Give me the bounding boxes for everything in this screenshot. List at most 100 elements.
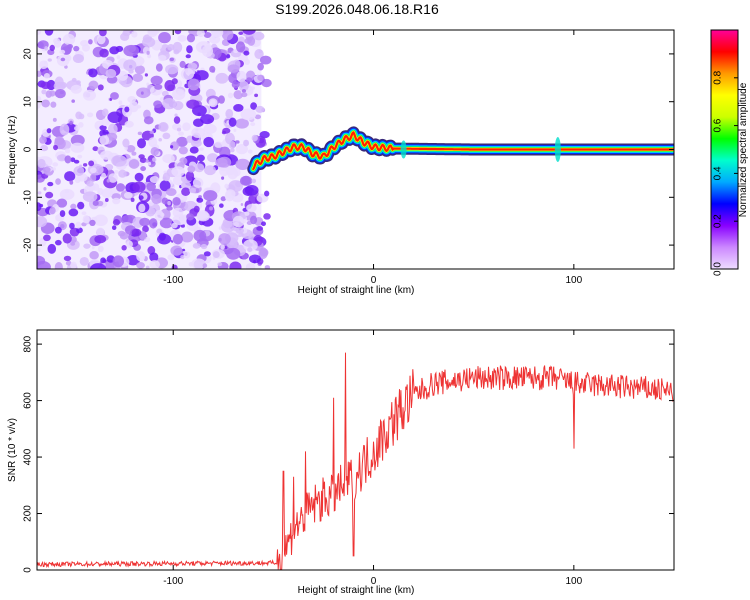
noise-blob: [50, 101, 57, 108]
noise-blob: [107, 123, 118, 135]
noise-blob: [251, 134, 258, 142]
noise-blob: [209, 206, 213, 211]
noise-blob: [46, 128, 52, 134]
noise-blob: [100, 257, 106, 264]
noise-blob: [198, 195, 202, 199]
colorbar-tick-label: 0.0: [713, 262, 724, 276]
noise-blob: [221, 176, 225, 180]
noise-blob: [132, 73, 144, 82]
noise-blob: [104, 198, 109, 202]
noise-blob: [70, 236, 77, 243]
noise-blob: [137, 131, 143, 136]
noise-blob: [155, 63, 163, 72]
noise-blob: [171, 222, 178, 229]
noise-blob: [112, 255, 124, 268]
noise-blob: [37, 30, 42, 35]
noise-blob: [203, 136, 215, 148]
noise-blob: [59, 210, 66, 218]
noise-blob: [64, 171, 76, 182]
snr-frame: [36, 329, 675, 571]
noise-blob: [54, 262, 63, 269]
noise-blob: [108, 173, 118, 183]
noise-blob: [78, 122, 84, 128]
noise-blob: [56, 198, 68, 208]
noise-blob: [91, 246, 95, 250]
noise-blob: [118, 70, 129, 81]
noise-blob: [136, 261, 145, 269]
noise-blob: [96, 227, 105, 237]
noise-blob: [235, 118, 249, 129]
noise-blob: [88, 80, 99, 90]
noise-blob: [62, 233, 72, 244]
noise-blob: [101, 172, 107, 180]
noise-blob: [185, 171, 195, 181]
noise-blob: [180, 68, 195, 80]
noise-blob: [211, 30, 224, 38]
noise-blob: [261, 221, 266, 227]
noise-blob: [240, 108, 257, 121]
noise-blob: [181, 231, 194, 243]
noise-blob: [164, 79, 175, 92]
noise-blob: [87, 112, 94, 118]
ridge-artifact: [554, 137, 561, 162]
noise-blob: [124, 106, 130, 113]
noise-blob: [88, 68, 98, 78]
noise-blob: [250, 122, 256, 127]
noise-blob: [243, 139, 250, 147]
noise-blob: [229, 140, 236, 149]
noise-blob: [235, 140, 240, 144]
noise-blob: [49, 44, 55, 52]
noise-blob: [89, 167, 97, 174]
noise-blob: [248, 254, 261, 264]
noise-blob: [73, 45, 80, 52]
noise-blob: [107, 111, 123, 124]
noise-blob: [264, 190, 270, 197]
snr-y-tick-label: 400: [23, 448, 34, 465]
noise-blob: [111, 225, 117, 231]
noise-blob: [254, 114, 262, 120]
noise-blob: [79, 256, 89, 266]
noise-blob: [111, 154, 127, 167]
noise-blob: [37, 158, 46, 169]
noise-blob: [157, 233, 172, 245]
noise-blob: [235, 41, 246, 53]
noise-blob: [147, 53, 152, 59]
noise-blob: [96, 33, 106, 45]
noise-blob: [53, 144, 58, 151]
noise-blob: [132, 181, 146, 193]
noise-blob: [59, 188, 75, 200]
noise-blob: [43, 234, 51, 242]
spectrogram-y-tick-label: 20: [23, 48, 34, 60]
noise-blob: [52, 162, 59, 167]
noise-blob: [149, 260, 161, 269]
noise-blob: [169, 57, 175, 62]
noise-blob: [228, 117, 237, 127]
noise-blob: [244, 185, 259, 196]
ridge-core: [252, 131, 674, 171]
noise-blob: [158, 31, 171, 44]
noise-blob: [77, 154, 83, 159]
noise-blob: [92, 146, 99, 152]
noise-blob: [81, 44, 91, 52]
spectrogram-x-ticks: -100 0 100: [163, 30, 583, 286]
noise-blob: [116, 54, 121, 60]
noise-blob: [186, 45, 193, 54]
noise-blob: [186, 213, 195, 221]
noise-blob: [225, 108, 234, 119]
noise-blob: [180, 254, 185, 260]
noise-blob: [153, 100, 162, 109]
colorbar-frame: [710, 29, 739, 270]
colorbar-ticks: 0.0 0.2 0.4 0.6 0.8: [713, 70, 738, 276]
noise-blob: [158, 138, 162, 142]
noise-blob: [134, 172, 144, 182]
noise-blob: [146, 182, 156, 192]
noise-blob: [226, 247, 241, 260]
noise-blob: [227, 64, 240, 73]
noise-blob: [119, 232, 129, 240]
noise-blob: [89, 219, 96, 227]
noise-blob: [59, 123, 70, 136]
noise-blob: [233, 128, 237, 133]
noise-blob: [221, 30, 234, 41]
noise-blob: [203, 251, 211, 257]
noise-blob: [233, 168, 241, 177]
